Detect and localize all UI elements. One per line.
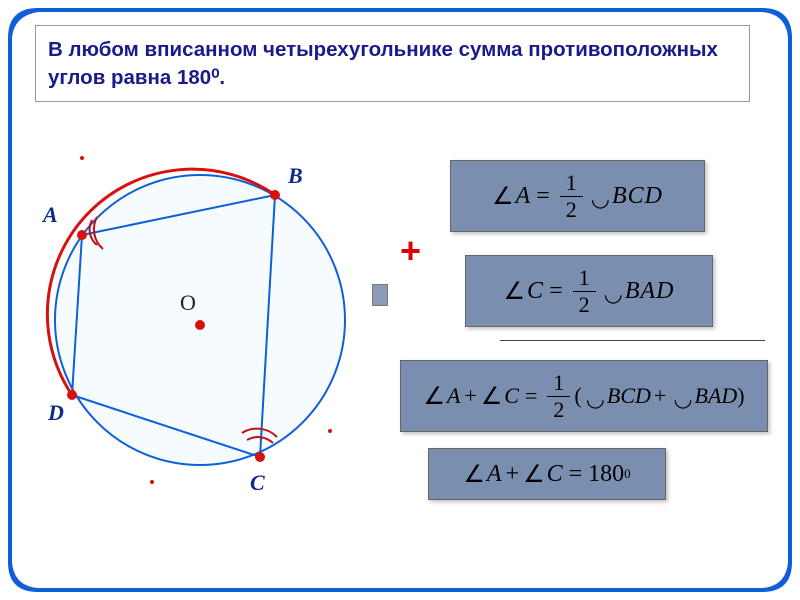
theorem-title: В любом вписанном четырехугольнике сумма… bbox=[35, 25, 750, 102]
label-o: О bbox=[180, 290, 196, 316]
divider-line bbox=[500, 340, 765, 341]
arc-glyph: ◡ bbox=[591, 186, 610, 212]
inscribed-quad-diagram bbox=[15, 135, 375, 505]
formula-sum: ∠ A + ∠ C = 1 2 ( ◡ BCD + ◡ BAD ) bbox=[400, 360, 768, 432]
equals: = bbox=[536, 183, 550, 210]
label-a: A bbox=[43, 202, 58, 228]
formula1-arc: BCD bbox=[612, 183, 663, 210]
plus-sign: + bbox=[400, 230, 421, 272]
label-d: D bbox=[48, 400, 64, 426]
formula-angle-c: ∠ C = 1 2 ◡ BAD bbox=[465, 255, 713, 327]
label-c: C bbox=[250, 470, 265, 496]
decorative-rect bbox=[372, 284, 388, 306]
slide-root: В любом вписанном четырехугольнике сумма… bbox=[0, 0, 800, 600]
formula-result: ∠ A + ∠ C = 180 0 bbox=[428, 448, 666, 500]
formula-angle-a: ∠ A = 1 2 ◡ BCD bbox=[450, 160, 705, 232]
label-b: B bbox=[288, 163, 303, 189]
half-fraction: 1 2 bbox=[560, 172, 583, 221]
formula1-angle: A bbox=[516, 183, 531, 210]
angle-glyph: ∠ bbox=[492, 182, 514, 211]
